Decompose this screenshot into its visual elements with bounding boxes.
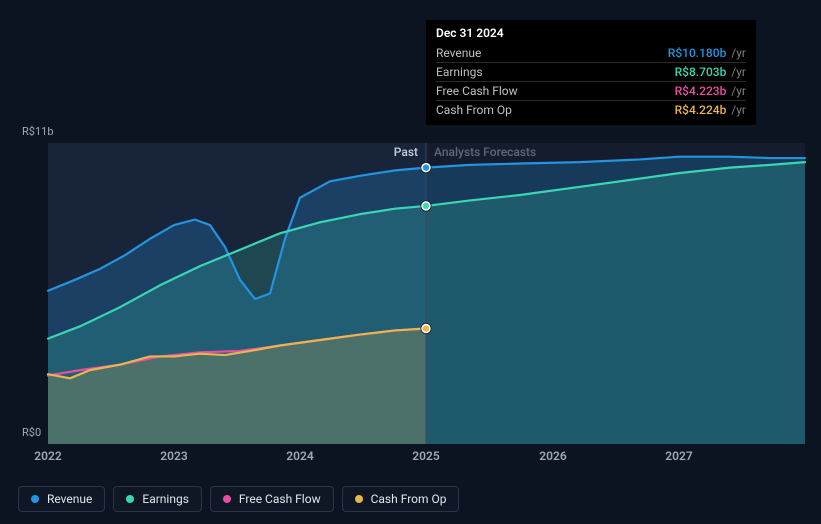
legend-swatch-icon (31, 495, 39, 503)
legend-item-cfo[interactable]: Cash From Op (342, 486, 460, 512)
svg-text:2024: 2024 (286, 449, 314, 463)
tooltip-row-value: R$8.703b (675, 65, 727, 79)
tooltip-row-unit: /yr (728, 65, 746, 79)
legend-item-label: Free Cash Flow (239, 492, 321, 506)
earnings-revenue-chart: R$11b R$0 Past Analysts Forecasts 2022 2023 20… (0, 0, 821, 524)
svg-text:R$11b: R$11b (22, 125, 54, 138)
legend-item-fcf[interactable]: Free Cash Flow (210, 486, 334, 512)
svg-text:Analysts Forecasts: Analysts Forecasts (434, 145, 536, 159)
tooltip-row-value-wrap: R$4.223b /yr (675, 84, 746, 98)
legend-swatch-icon (355, 495, 363, 503)
tooltip-row-label: Earnings (436, 65, 675, 79)
legend-item-label: Cash From Op (371, 492, 447, 506)
tooltip-date: Dec 31 2024 (436, 26, 746, 44)
legend-item-earnings[interactable]: Earnings (113, 486, 202, 512)
tooltip-row: Cash From OpR$4.224b /yr (436, 101, 746, 119)
legend-item-revenue[interactable]: Revenue (18, 486, 105, 512)
tooltip-row-label: Revenue (436, 46, 668, 60)
tooltip-row-unit: /yr (728, 84, 746, 98)
tooltip-row-value-wrap: R$10.180b /yr (668, 46, 746, 60)
svg-text:R$0: R$0 (22, 426, 41, 439)
tooltip-row-label: Cash From Op (436, 103, 675, 117)
legend-item-label: Earnings (142, 492, 189, 506)
tooltip-row-value-wrap: R$4.224b /yr (675, 103, 746, 117)
svg-text:2023: 2023 (160, 449, 188, 463)
tooltip-row: EarningsR$8.703b /yr (436, 63, 746, 82)
svg-text:2025: 2025 (412, 449, 440, 463)
legend-swatch-icon (126, 495, 134, 503)
tooltip-row-unit: /yr (728, 103, 746, 117)
tooltip-row-value: R$4.224b (675, 103, 727, 117)
chart-legend: Revenue Earnings Free Cash Flow Cash From O… (18, 486, 459, 512)
svg-text:2026: 2026 (539, 449, 567, 463)
tooltip-row-label: Free Cash Flow (436, 84, 675, 98)
tooltip-row-value: R$10.180b (668, 46, 727, 60)
tooltip-row-unit: /yr (728, 46, 746, 60)
svg-text:Past: Past (394, 145, 418, 159)
tooltip-row-value-wrap: R$8.703b /yr (675, 65, 746, 79)
legend-swatch-icon (223, 495, 231, 503)
tooltip-row: Free Cash FlowR$4.223b /yr (436, 82, 746, 101)
svg-text:2027: 2027 (665, 449, 693, 463)
tooltip-row-value: R$4.223b (675, 84, 727, 98)
svg-text:2022: 2022 (34, 449, 62, 463)
chart-tooltip: Dec 31 2024 RevenueR$10.180b /yrEarnings… (426, 20, 756, 125)
tooltip-row: RevenueR$10.180b /yr (436, 44, 746, 63)
legend-item-label: Revenue (47, 492, 92, 506)
